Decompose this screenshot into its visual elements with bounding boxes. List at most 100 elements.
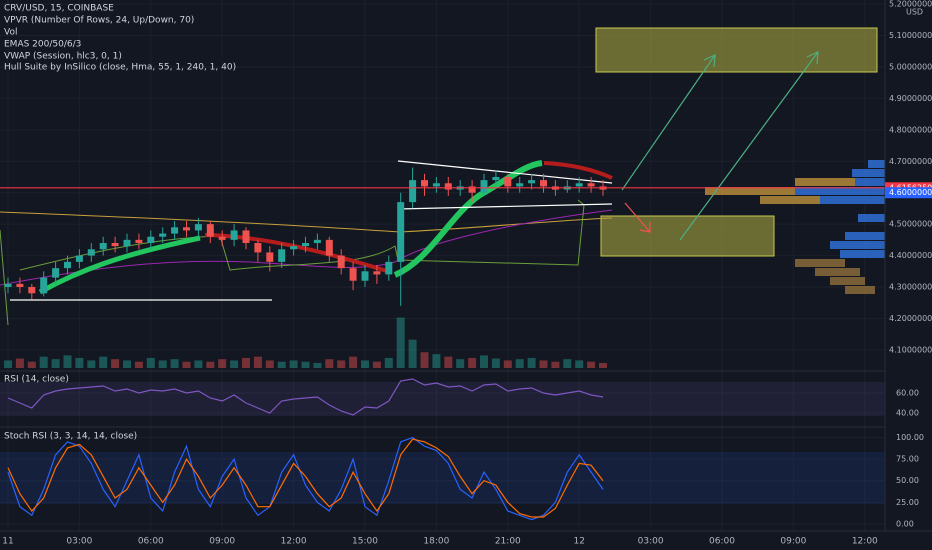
volume-bar bbox=[468, 357, 477, 368]
volume-bar bbox=[313, 362, 322, 368]
candle-body bbox=[516, 183, 524, 187]
hull-down bbox=[543, 161, 613, 180]
volume-bar bbox=[27, 361, 36, 368]
volume-bar bbox=[384, 357, 393, 368]
y-tick-label: 4.20000000 bbox=[889, 314, 932, 323]
volume-bar bbox=[563, 359, 572, 368]
x-tick-label: 09:00 bbox=[209, 537, 235, 547]
projection-arrow bbox=[621, 51, 819, 241]
volume-bar bbox=[253, 356, 262, 368]
volume-bar bbox=[63, 355, 72, 368]
volume-bar bbox=[361, 360, 369, 368]
volume-bar bbox=[456, 359, 465, 368]
volume-bar bbox=[480, 355, 488, 368]
candle-body bbox=[421, 180, 428, 187]
y-tick-label: 5.10000000 bbox=[889, 31, 932, 40]
price-axis-bg bbox=[885, 0, 932, 550]
symbol-title: CRV/USD, 15, COINBASE bbox=[4, 4, 114, 14]
x-tick-label: 03:00 bbox=[66, 537, 92, 547]
hull-up bbox=[38, 235, 201, 295]
indicator-label: VWAP (Session, hlc3, 0, 1) bbox=[4, 52, 122, 62]
x-tick-label: 06:00 bbox=[138, 537, 164, 547]
vpvr-bar bbox=[845, 286, 875, 294]
candle-body bbox=[313, 239, 321, 243]
y-tick-label: 40.00 bbox=[896, 409, 919, 418]
candle-body bbox=[302, 242, 309, 247]
volume-bar bbox=[111, 359, 120, 368]
volume-bar bbox=[39, 356, 48, 368]
candle-body bbox=[135, 239, 143, 243]
price-label-bg bbox=[885, 187, 932, 199]
volume-bar bbox=[4, 360, 12, 368]
x-tick-label: 11 bbox=[2, 537, 13, 547]
candle-body bbox=[278, 249, 286, 262]
vpvr-bar bbox=[852, 169, 885, 177]
vpvr-bar bbox=[830, 241, 885, 249]
volume-bar bbox=[289, 360, 298, 368]
candle-body bbox=[587, 183, 595, 187]
candle-body bbox=[111, 242, 119, 247]
vpvr-bar bbox=[868, 160, 885, 168]
candle-body bbox=[575, 183, 583, 187]
hull-down bbox=[204, 233, 391, 274]
volume-bar bbox=[337, 360, 346, 368]
candle-body bbox=[28, 287, 36, 294]
y-tick-label: 4.40000000 bbox=[889, 251, 932, 260]
y-tick-label: 5.20000000 bbox=[889, 0, 932, 9]
candle-body bbox=[254, 242, 262, 253]
y-tick-label: 100.00 bbox=[896, 433, 924, 442]
candle-body bbox=[266, 252, 274, 262]
y-tick-label: 4.30000000 bbox=[889, 283, 932, 292]
volume-bar bbox=[242, 357, 250, 368]
candle-body bbox=[99, 242, 107, 250]
volume-bar bbox=[87, 360, 96, 368]
candle-body bbox=[480, 180, 488, 193]
volume-bar bbox=[527, 357, 536, 368]
indicator-band bbox=[0, 382, 885, 416]
candle-body bbox=[349, 268, 357, 281]
candle-body bbox=[373, 271, 381, 275]
candle-body bbox=[468, 186, 476, 193]
volume-bar bbox=[51, 359, 60, 368]
candle-body bbox=[492, 176, 500, 181]
x-tick-label: 12:00 bbox=[852, 537, 878, 547]
indicator-line bbox=[7, 436, 604, 521]
x-tick-label: 03:00 bbox=[638, 537, 664, 547]
candle-body bbox=[194, 224, 202, 231]
y-tick-label: 25.00 bbox=[896, 498, 919, 507]
candle-body bbox=[52, 268, 60, 278]
vpvr-bar bbox=[795, 259, 845, 267]
volume-bar bbox=[158, 360, 167, 368]
vwap bbox=[0, 199, 585, 326]
volume-bar bbox=[277, 361, 286, 368]
vpvr-bar bbox=[855, 178, 885, 186]
vpvr-bar bbox=[840, 250, 885, 258]
indicator-label: EMAS 200/50/6/3 bbox=[4, 40, 81, 50]
candle-body bbox=[230, 230, 238, 240]
volume-bar bbox=[146, 357, 155, 368]
candle-body bbox=[540, 180, 547, 187]
stoch-title: Stoch RSI (3, 3, 14, 14, close) bbox=[4, 432, 137, 442]
candle-body bbox=[242, 230, 250, 243]
ema-50 bbox=[0, 209, 613, 286]
candle-body bbox=[4, 283, 12, 288]
candle-body bbox=[432, 183, 440, 187]
volume-bar bbox=[170, 359, 179, 368]
marks bbox=[0, 167, 885, 521]
candle-body bbox=[218, 236, 226, 240]
candle-body bbox=[171, 227, 179, 234]
y-tick-label: 5.00000000 bbox=[889, 62, 932, 71]
hull-up bbox=[393, 160, 543, 278]
candle-body bbox=[385, 261, 393, 275]
candle-body bbox=[183, 227, 190, 231]
candle-body bbox=[64, 261, 71, 269]
vpvr-bar bbox=[705, 187, 795, 195]
volume-bar bbox=[408, 339, 417, 368]
volume-bar bbox=[194, 360, 203, 368]
x-tick-label: 09:00 bbox=[780, 537, 806, 547]
x-tick-label: 15:00 bbox=[352, 537, 378, 547]
pullback-arrow bbox=[624, 202, 651, 233]
x-tick-label: 06:00 bbox=[709, 537, 735, 547]
candle-body bbox=[16, 283, 24, 288]
